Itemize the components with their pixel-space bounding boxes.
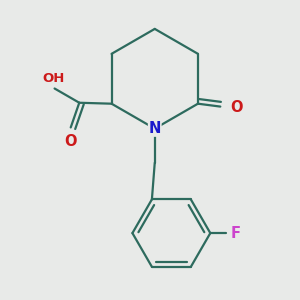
Text: OH: OH — [42, 72, 64, 85]
Text: O: O — [231, 100, 243, 115]
Text: O: O — [64, 134, 77, 149]
Text: N: N — [148, 121, 161, 136]
Text: F: F — [230, 226, 240, 241]
